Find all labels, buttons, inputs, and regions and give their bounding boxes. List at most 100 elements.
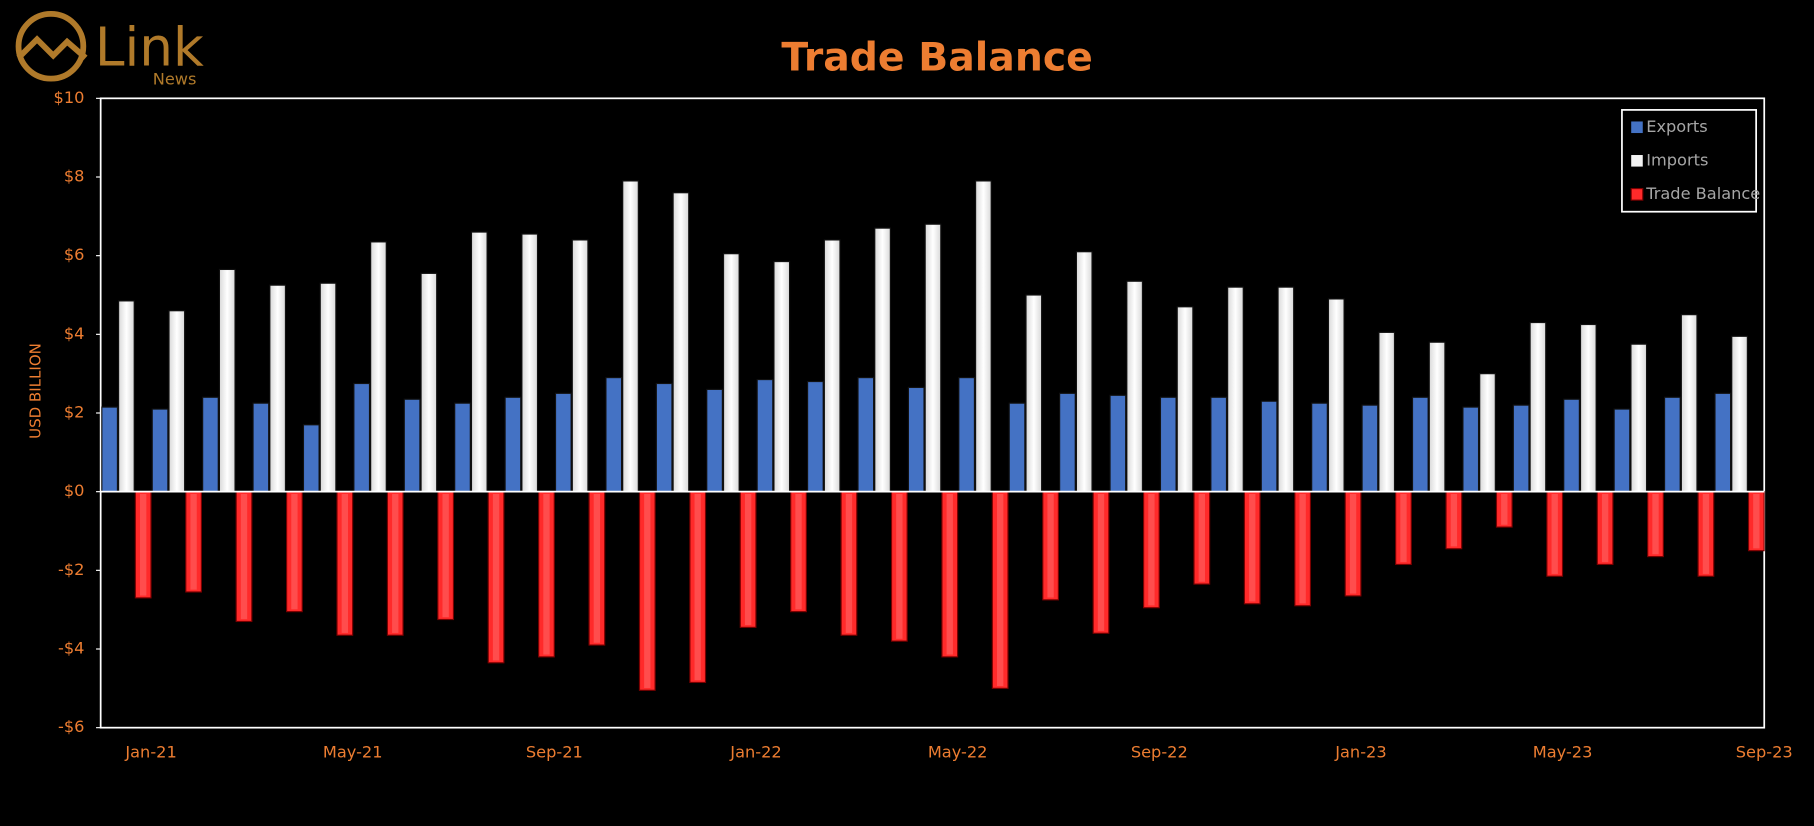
bar	[1008, 402, 1026, 493]
bar	[1075, 251, 1093, 493]
bar-highlight	[543, 493, 550, 655]
bar-highlight	[896, 493, 903, 639]
bar-highlight	[392, 493, 399, 633]
bar-highlight	[1652, 493, 1659, 555]
bar	[252, 402, 270, 493]
x-tick-label: May-22	[928, 743, 988, 762]
bar	[1109, 394, 1127, 493]
bar	[1428, 341, 1446, 493]
bar	[554, 392, 572, 493]
y-tick-label: $6	[64, 245, 85, 264]
bar	[722, 253, 740, 493]
bar	[1159, 396, 1177, 493]
bar	[907, 386, 925, 493]
bar-highlight	[1198, 493, 1205, 582]
bar	[1714, 392, 1732, 493]
y-tick-label: -$4	[58, 639, 84, 658]
bar	[706, 388, 723, 493]
bar	[218, 268, 236, 493]
bar	[1227, 286, 1244, 493]
bar	[1378, 331, 1396, 493]
bar-highlight	[1097, 493, 1105, 631]
bar	[807, 380, 824, 493]
x-tick-label: Sep-23	[1736, 743, 1793, 762]
bar	[1479, 373, 1496, 493]
y-tick-label: $2	[64, 403, 85, 422]
bar	[521, 233, 539, 493]
bar	[1210, 396, 1228, 493]
bar	[924, 223, 942, 493]
bar	[1260, 400, 1278, 493]
bar	[1579, 323, 1597, 493]
bar	[319, 282, 337, 493]
bar	[1680, 314, 1698, 493]
bar	[1563, 398, 1580, 493]
bar	[655, 382, 673, 493]
x-tick-label: Jan-23	[1334, 743, 1386, 762]
bar-highlight	[442, 493, 449, 618]
bar-highlight	[946, 493, 953, 655]
bar	[1529, 321, 1547, 493]
bar	[504, 396, 522, 493]
bar-highlight	[593, 493, 601, 643]
bar	[151, 408, 169, 493]
x-tick-label: Sep-21	[526, 743, 583, 762]
x-tick-label: Jan-22	[729, 743, 781, 762]
legend-swatch	[1631, 155, 1643, 167]
y-tick-label: -$2	[58, 560, 84, 579]
bar-highlight	[1400, 493, 1407, 563]
bar-highlight	[1148, 493, 1155, 606]
bar	[1176, 306, 1194, 493]
bar	[302, 424, 320, 493]
bar	[1630, 343, 1648, 493]
bar-highlight	[845, 493, 853, 633]
bar-highlight	[1702, 493, 1710, 574]
bar	[353, 382, 371, 493]
bar	[1311, 402, 1328, 493]
logo-mark	[16, 35, 88, 61]
logo-ring	[15, 10, 87, 82]
bar	[571, 239, 589, 493]
legend: Exports Imports Trade Balance	[1621, 109, 1760, 213]
bar	[672, 192, 690, 493]
bar	[1277, 286, 1295, 493]
bar-highlight	[694, 493, 701, 681]
legend-label: Trade Balance	[1645, 184, 1760, 203]
legend-label: Imports	[1646, 150, 1708, 169]
bar	[823, 239, 841, 493]
legend-swatch	[1631, 121, 1643, 134]
bar-highlight	[140, 493, 147, 596]
bar-highlight	[291, 493, 298, 610]
bar-highlight	[1753, 493, 1760, 549]
x-tick-label: Sep-22	[1131, 743, 1188, 762]
bar	[1059, 392, 1076, 493]
bar	[1462, 406, 1480, 493]
x-tick-label: May-21	[323, 743, 383, 762]
chart-title: Trade Balance	[781, 35, 1092, 81]
y-tick-label: -$6	[58, 717, 84, 736]
bar	[1663, 396, 1681, 493]
bar-highlight	[1551, 493, 1558, 574]
bar	[403, 398, 421, 493]
y-tick-label: $10	[54, 88, 85, 107]
bar	[420, 272, 438, 493]
bar-highlight	[1299, 493, 1306, 604]
bar	[1327, 298, 1345, 493]
bar-highlight	[644, 493, 651, 688]
y-axis-label: USD BILLION	[26, 343, 44, 439]
legend-swatch	[1630, 187, 1644, 201]
bar-highlight	[190, 493, 197, 590]
logo: Link News	[15, 10, 204, 88]
bar	[958, 377, 976, 493]
bar	[1126, 280, 1144, 493]
x-tick-label: May-23	[1533, 743, 1593, 762]
bar-highlight	[1501, 493, 1508, 525]
y-tick-label: $0	[64, 481, 85, 500]
bar-highlight	[744, 493, 752, 626]
bar-highlight	[240, 493, 248, 620]
bar	[756, 378, 774, 493]
bar	[370, 241, 387, 493]
bar	[470, 231, 488, 493]
